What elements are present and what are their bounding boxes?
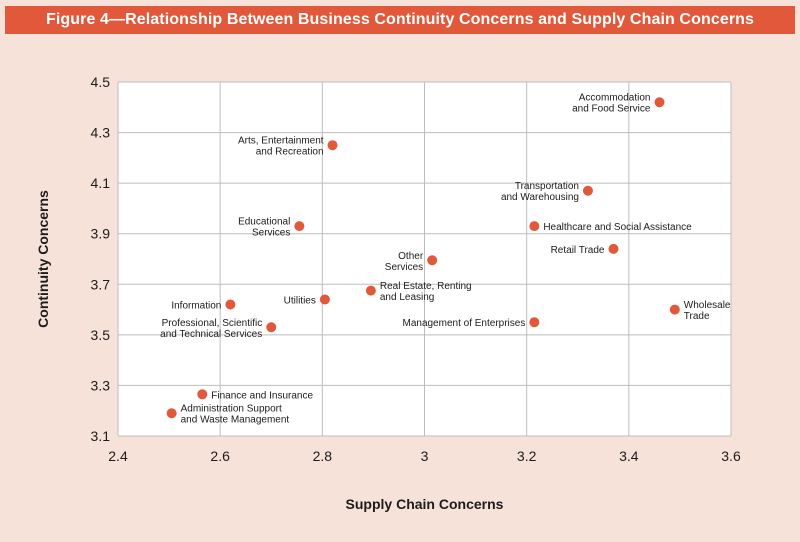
tick-labels: 2.4 2.6 2.8 3 3.2 3.4 3.6 3.1 3.3 3.5 3.7 3.9 4.1 4.3… <box>91 74 741 464</box>
data-point-label: Educational Services <box>238 217 290 239</box>
data-point-label: Healthcare and Social Assistance <box>543 222 692 233</box>
data-point-label: Management of Enterprises <box>402 318 525 329</box>
x-tick-label: 3.4 <box>619 448 639 464</box>
data-point-label: Professional, Scientific and Technical Se… <box>160 318 262 340</box>
data-point <box>327 140 338 151</box>
data-point <box>319 294 330 305</box>
data-point-label: Utilities <box>284 295 316 306</box>
data-point <box>669 304 680 315</box>
y-tick-label: 4.1 <box>91 175 111 191</box>
data-point-label: Retail Trade <box>551 245 605 256</box>
data-point <box>197 389 208 400</box>
x-tick-label: 3 <box>421 448 429 464</box>
data-point <box>294 221 305 232</box>
data-point-label: Information <box>171 301 221 312</box>
y-tick-label: 4.5 <box>91 74 111 90</box>
y-axis-title: Continuity Concerns <box>35 190 51 328</box>
x-tick-label: 3.2 <box>517 448 537 464</box>
gridlines <box>117 81 732 437</box>
x-tick-label: 2.4 <box>108 448 128 464</box>
data-point-label: Accommodation and Food Service <box>572 93 651 115</box>
data-point <box>266 322 277 333</box>
x-tick-label: 2.6 <box>210 448 230 464</box>
data-point <box>427 255 438 266</box>
data-point <box>529 317 540 328</box>
y-tick-label: 4.3 <box>91 125 111 141</box>
x-tick-label: 3.6 <box>721 448 741 464</box>
x-axis-title: Supply Chain Concerns <box>346 496 504 512</box>
x-tick-label: 2.8 <box>313 448 333 464</box>
data-point-label: Arts, Entertainment and Recreation <box>238 136 324 158</box>
data-point <box>365 285 376 296</box>
data-point <box>225 299 236 310</box>
data-point <box>582 185 593 196</box>
y-tick-label: 3.5 <box>91 327 111 343</box>
y-tick-label: 3.7 <box>91 276 111 292</box>
data-point <box>529 221 540 232</box>
data-point <box>654 97 665 108</box>
data-points: Accommodation and Food Service Arts, Enter… <box>160 93 731 426</box>
y-tick-label: 3.3 <box>91 377 111 393</box>
data-point <box>608 243 619 254</box>
data-point <box>166 408 177 419</box>
y-tick-label: 3.1 <box>91 428 111 444</box>
data-point-label: Other Services <box>385 251 424 273</box>
data-point-label: Real Estate, Renting and Leasing <box>380 281 472 303</box>
figure-title: Figure 4—Relationship Between Business C… <box>5 6 795 34</box>
data-point-label: Finance and Insurance <box>211 390 313 401</box>
data-point-label: Wholesale Trade <box>684 300 731 322</box>
y-tick-label: 3.9 <box>91 226 111 242</box>
data-point-label: Transportation and Warehousing <box>501 181 579 203</box>
data-point-label: Administration Support and Waste Manageme… <box>181 404 290 426</box>
